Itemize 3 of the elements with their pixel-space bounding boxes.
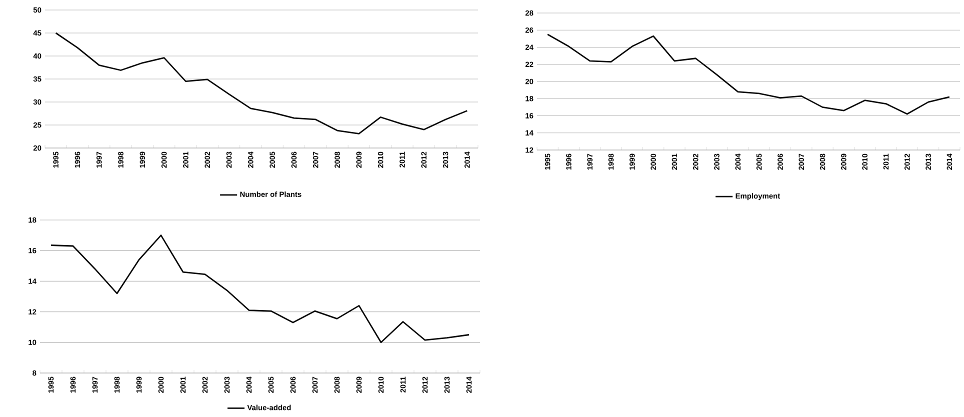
line-series [546,34,950,115]
line-series [55,32,468,134]
line-series [50,234,470,344]
